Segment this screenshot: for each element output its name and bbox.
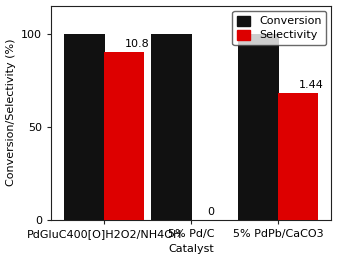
Bar	[238, 34, 279, 220]
X-axis label: Catalyst: Catalyst	[168, 244, 214, 255]
Text: 0: 0	[208, 207, 215, 217]
Bar	[104, 52, 145, 220]
Y-axis label: Conversion/Selectivity (%): Conversion/Selectivity (%)	[5, 39, 16, 186]
Bar	[151, 34, 192, 220]
Text: 10.8: 10.8	[125, 39, 150, 49]
Bar	[64, 34, 105, 220]
Text: 1.44: 1.44	[299, 80, 324, 90]
Bar	[278, 93, 318, 220]
Legend: Conversion, Selectivity: Conversion, Selectivity	[232, 11, 326, 45]
